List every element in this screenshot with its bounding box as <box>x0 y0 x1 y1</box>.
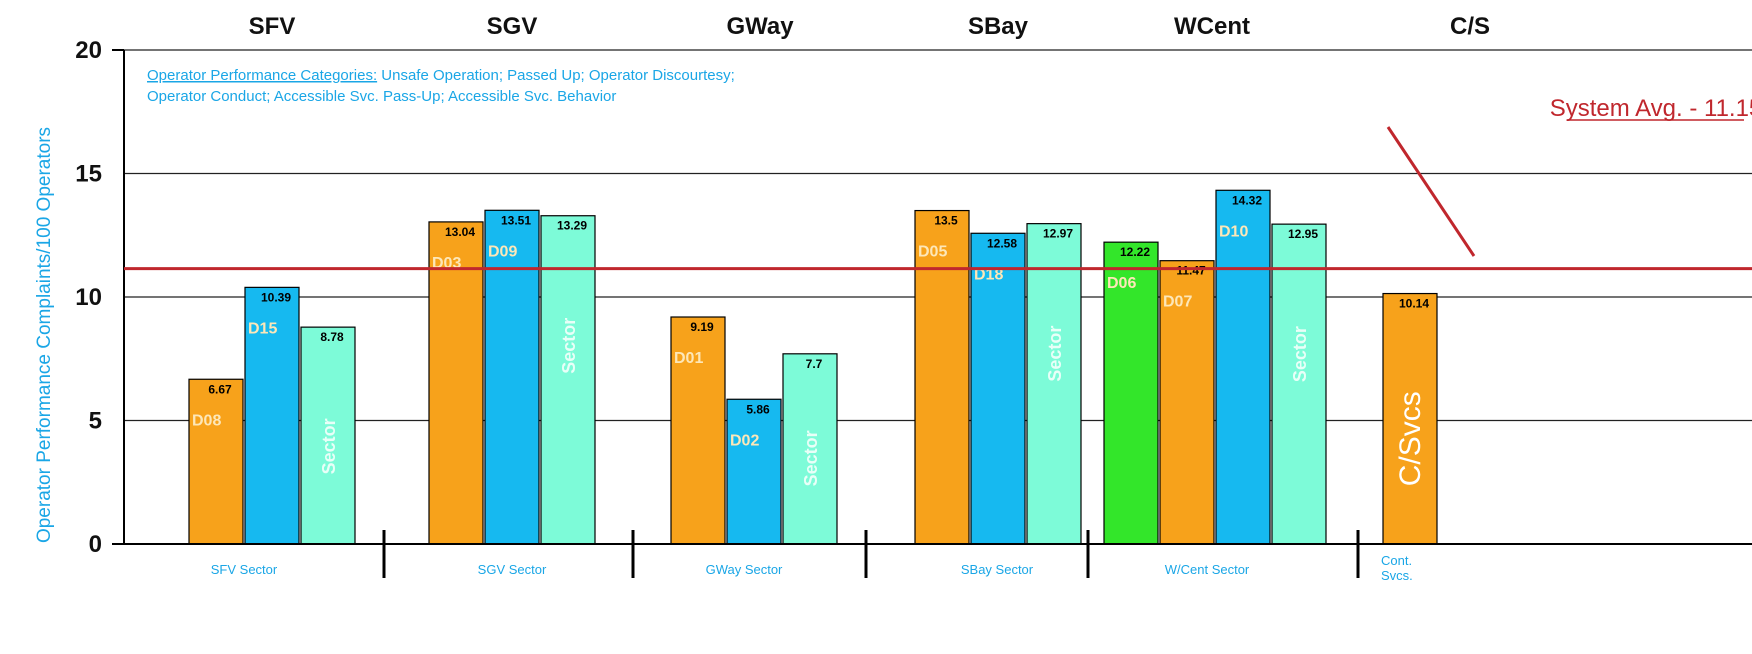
x-category-6-line-1: Cont. <box>1381 553 1412 568</box>
bar-d05 <box>915 211 969 544</box>
y-axis: 0 5 10 15 20 <box>75 37 124 558</box>
x-category-4: SBay Sector <box>961 562 1034 577</box>
note-line-1: Operator Performance Categories: Unsafe … <box>147 67 735 84</box>
bar-id-sector: Sector <box>801 430 821 486</box>
y-tick-15: 15 <box>75 161 102 188</box>
x-category-1: SFV Sector <box>211 562 278 577</box>
value-label-c-svcs: 10.14 <box>1399 297 1429 311</box>
y-axis-label: Operator Performance Complaints/100 Oper… <box>34 127 55 543</box>
value-label-d06: 12.22 <box>1120 245 1150 259</box>
bar-sector <box>1272 224 1326 544</box>
bar-group-gway: 9.19 D01 5.86 D02 7.7 Sector <box>671 317 837 544</box>
value-label-sector: 13.29 <box>557 219 587 233</box>
value-label-d08: 6.67 <box>208 382 232 396</box>
bar-id-sector: Sector <box>1045 326 1065 382</box>
value-label-d01: 9.19 <box>690 320 714 334</box>
bar-id-d02: D02 <box>730 432 759 449</box>
sector-header-wcent: WCent <box>1174 13 1250 40</box>
bar-sector <box>1027 224 1081 544</box>
value-label-d15: 10.39 <box>261 290 291 304</box>
bar-group-sfv: 6.67 D08 10.39 D15 8.78 Sector <box>189 287 355 544</box>
bar-id-sector: Sector <box>559 318 579 374</box>
sector-header-sbay: SBay <box>968 13 1029 40</box>
value-label-d18: 12.58 <box>987 236 1017 250</box>
value-label-sector: 7.7 <box>806 357 823 371</box>
bar-id-d06: D06 <box>1107 275 1136 292</box>
categories-note: Operator Performance Categories: Unsafe … <box>147 67 735 105</box>
bar-id-d01: D01 <box>674 350 703 367</box>
y-tick-10: 10 <box>75 284 102 311</box>
bar-id-d15: D15 <box>248 320 277 337</box>
y-tick-5: 5 <box>89 408 102 435</box>
value-label-sector: 8.78 <box>320 330 344 344</box>
y-tick-0: 0 <box>89 531 102 558</box>
note-line-2: Operator Conduct; Accessible Svc. Pass-U… <box>147 88 616 105</box>
value-label-d05: 13.5 <box>934 214 958 228</box>
sector-headers: SFV SGV GWay SBay WCent C/S <box>249 13 1490 40</box>
bar-id-d10: D10 <box>1219 223 1248 240</box>
sector-header-gway: GWay <box>726 13 794 40</box>
x-category-5: W/Cent Sector <box>1165 562 1250 577</box>
bar-d02 <box>727 399 781 544</box>
bar-id-d05: D05 <box>918 244 947 261</box>
bar-id-d08: D08 <box>192 412 221 429</box>
sector-header-sgv: SGV <box>487 13 538 40</box>
value-label-sector: 12.95 <box>1288 227 1318 241</box>
system-average-label: System Avg. - 11.15 <box>1550 95 1752 122</box>
x-category-6-line-2: Svcs. <box>1381 568 1413 583</box>
value-label-d07: 11.47 <box>1176 264 1206 278</box>
bar-sector <box>541 216 595 544</box>
bar-id-d07: D07 <box>1163 294 1192 311</box>
value-label-sector: 12.97 <box>1043 227 1073 241</box>
bar-id-sector: Sector <box>1290 326 1310 382</box>
x-category-2: SGV Sector <box>478 562 547 577</box>
value-label-d10: 14.32 <box>1232 193 1262 207</box>
bar-group-c-s: 10.14 C/Svcs <box>1383 294 1437 544</box>
note-line-1-rest: Unsafe Operation; Passed Up; Operator Di… <box>377 67 735 84</box>
x-category-6: Cont. Svcs. <box>1381 553 1413 583</box>
value-label-d03: 13.04 <box>445 225 475 239</box>
value-label-d02: 5.86 <box>746 402 770 416</box>
bar-d08 <box>189 379 243 544</box>
y-tick-20: 20 <box>75 37 102 64</box>
note-underlined: Operator Performance Categories: <box>147 67 377 84</box>
sector-header-c-s: C/S <box>1450 13 1490 40</box>
value-label-d09: 13.51 <box>501 213 531 227</box>
bar-group-wcent: 12.22 D06 11.47 D07 14.32 D10 12.95 Sector <box>1104 190 1326 544</box>
x-category-3: GWay Sector <box>706 562 783 577</box>
sector-header-sfv: SFV <box>249 13 296 40</box>
system-average-pointer <box>1388 127 1474 256</box>
bar-id-c-svcs: C/Svcs <box>1394 391 1427 486</box>
bar-id-d09: D09 <box>488 243 517 260</box>
bar-d09 <box>485 210 539 544</box>
bar-d10 <box>1216 190 1270 544</box>
bar-id-sector: Sector <box>319 418 339 474</box>
